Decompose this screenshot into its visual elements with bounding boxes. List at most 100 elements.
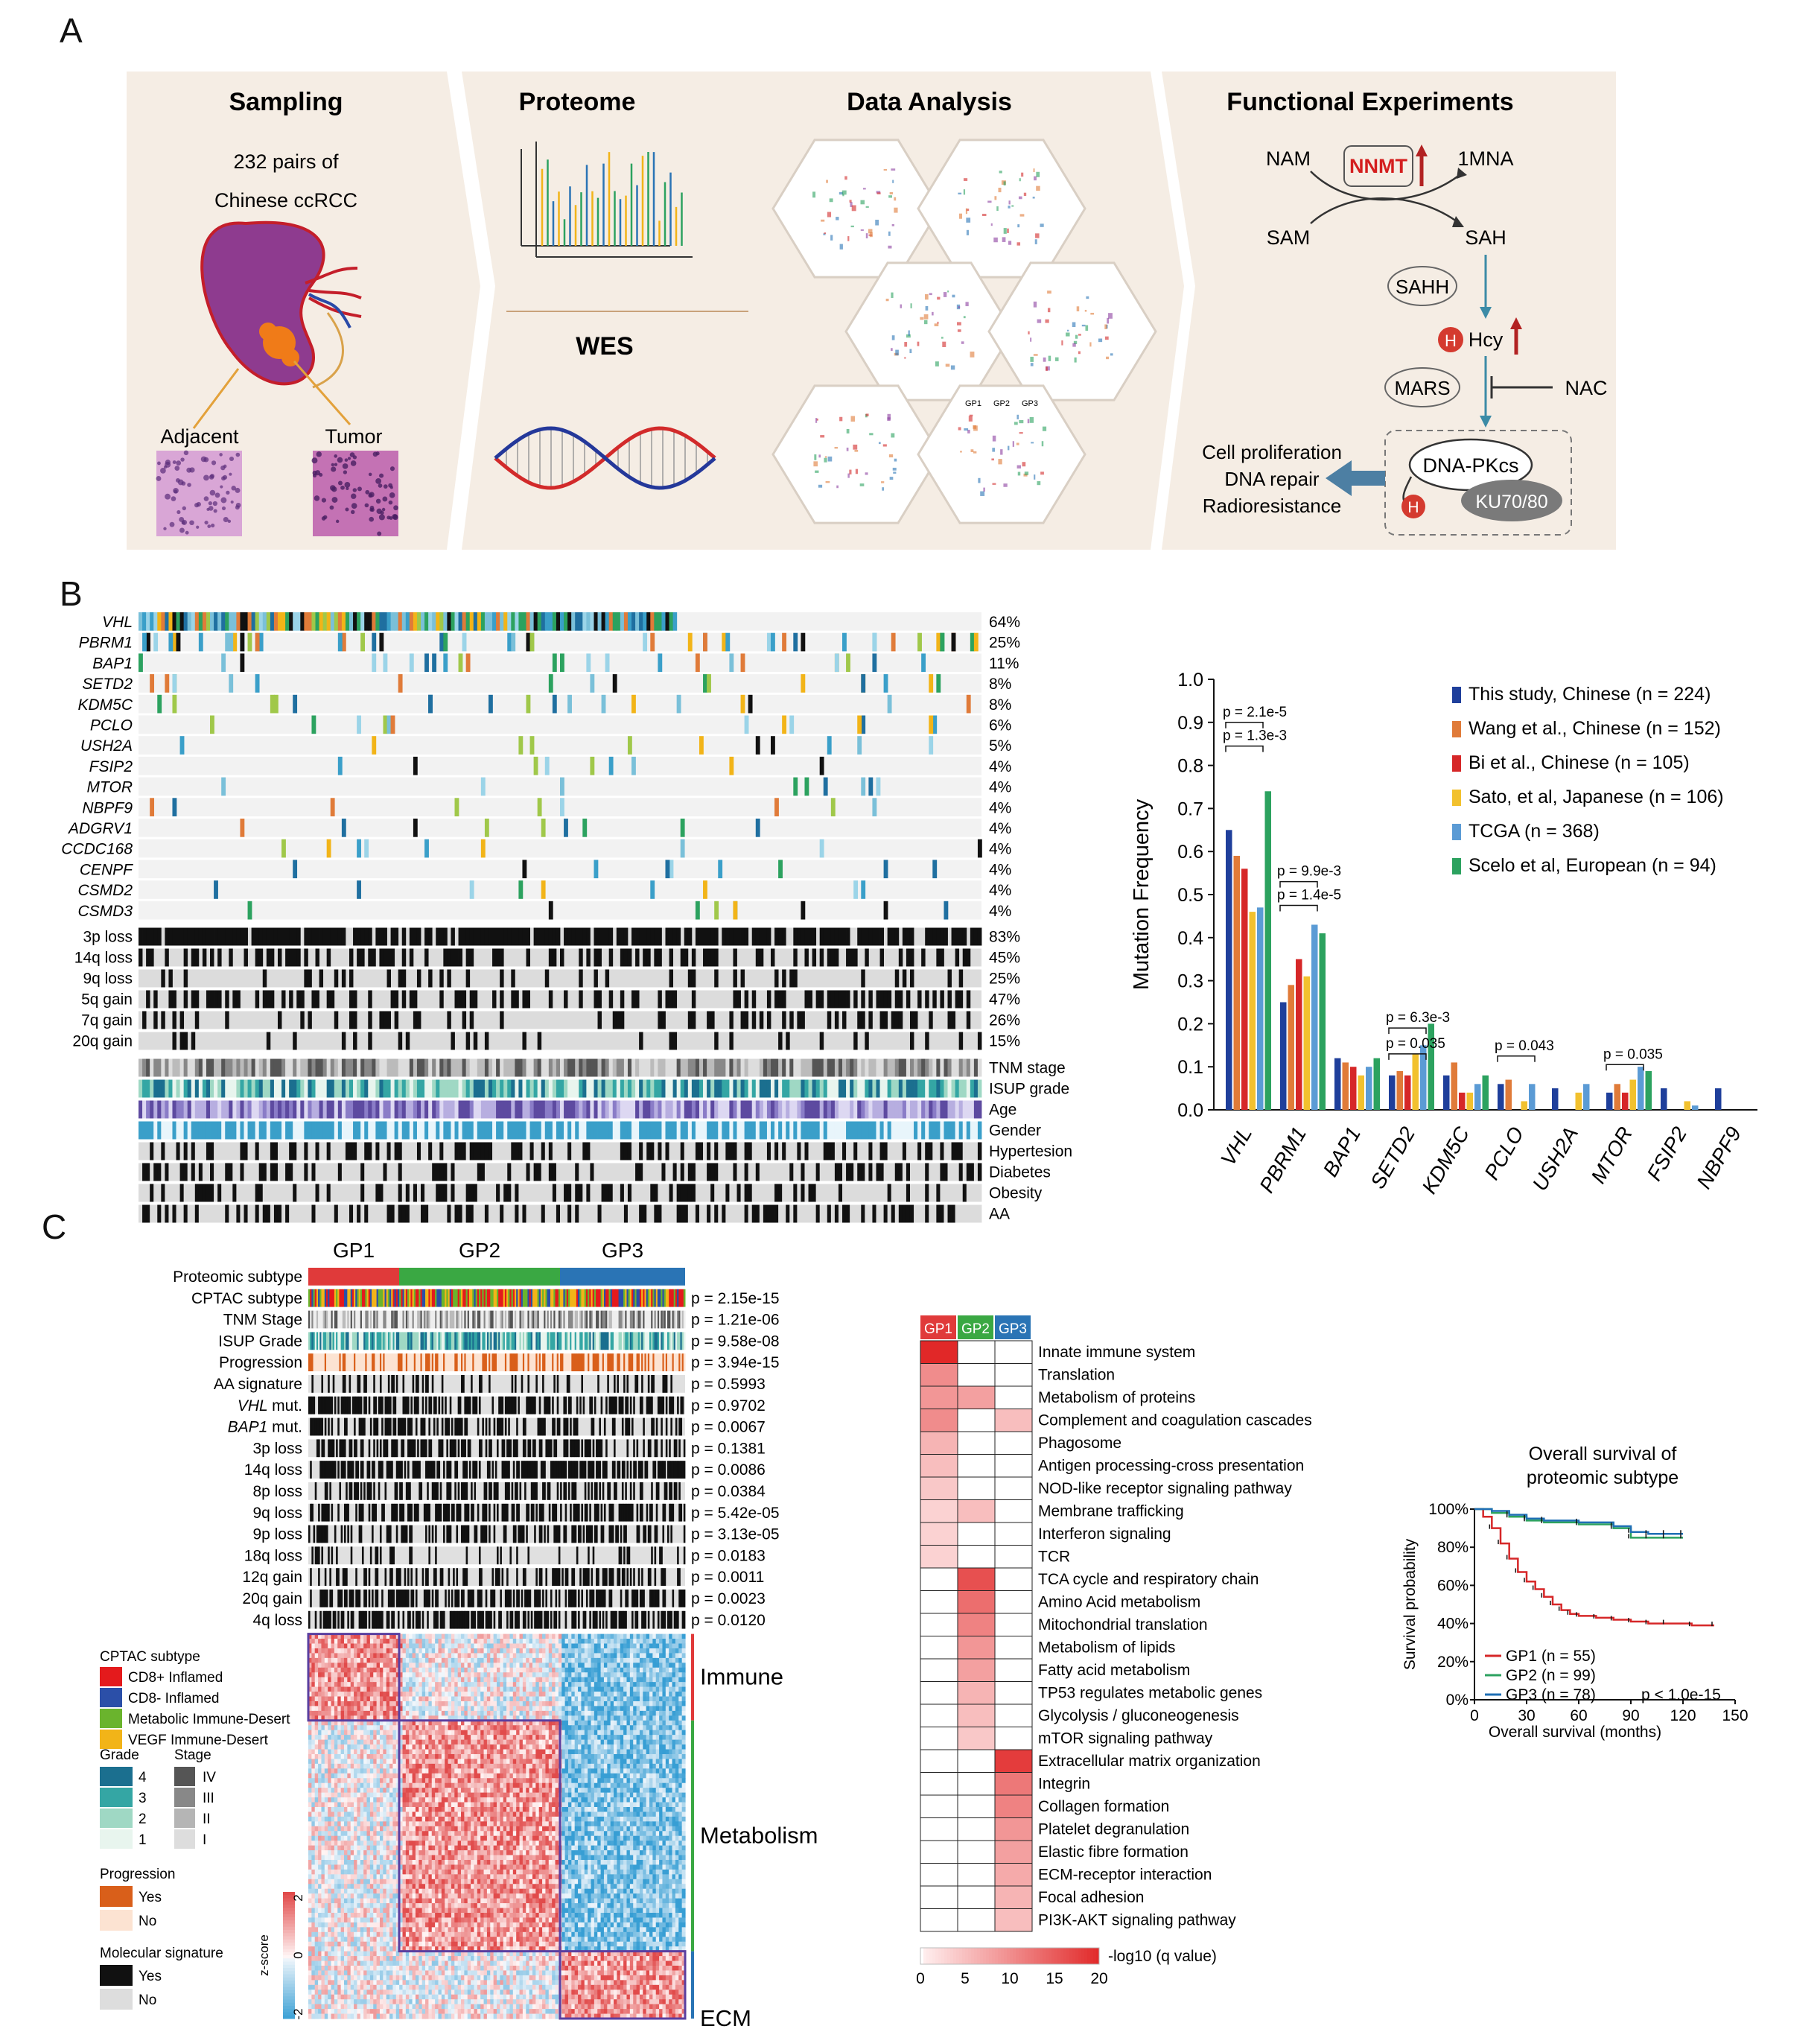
clinical-cell [484, 1121, 489, 1140]
annotation-cell [485, 1310, 488, 1329]
clinical-cell [394, 1079, 399, 1098]
clinical-cell [198, 1121, 203, 1140]
annotation-cell [461, 1289, 463, 1307]
annotation-cell [448, 1310, 451, 1329]
clinical-cell [548, 1142, 553, 1160]
binary-cell [479, 1396, 481, 1414]
annotation-cell [498, 1289, 500, 1307]
clinical-cell [571, 1163, 576, 1181]
mutation-cell [409, 653, 414, 673]
binary-cell [438, 1461, 441, 1479]
annotation-cell [591, 1289, 594, 1307]
clinical-cell [947, 1142, 952, 1160]
annotation-cell [566, 1289, 569, 1307]
cnv-cell [623, 948, 629, 967]
clinical-cell [722, 1163, 726, 1181]
clinical-cell [179, 1204, 185, 1223]
annotation-cell [588, 1332, 590, 1350]
annotation-cell [585, 1332, 588, 1350]
clinical-cell [330, 1142, 335, 1160]
clinical-cell [733, 1079, 737, 1098]
clinical-cell [643, 1142, 647, 1160]
clinical-cell [898, 1100, 903, 1119]
cnv-cell [236, 927, 241, 946]
cnv-cell [315, 990, 319, 1009]
binary-cell [337, 1396, 340, 1414]
clinical-cell [202, 1079, 207, 1098]
mutation-cell [165, 674, 170, 693]
thumb-mark [909, 349, 912, 354]
clinical-cell [458, 1100, 463, 1119]
mutation-cell [571, 612, 576, 631]
thumb-mark [942, 341, 946, 347]
clinical-cell [722, 1204, 726, 1223]
annotation-cell [582, 1310, 585, 1329]
thumb-mark [1008, 241, 1012, 245]
clinical-cell [654, 1121, 658, 1140]
binary-cell [485, 1482, 488, 1500]
clinical-cell [771, 1100, 775, 1119]
binary-cell [485, 1439, 488, 1458]
annotation-cell [453, 1289, 455, 1307]
clinical-cell [575, 1204, 579, 1223]
binary-cell [652, 1417, 655, 1436]
clinical-cell [150, 1058, 154, 1077]
mutation-cell [804, 777, 809, 796]
y-tick-label: 1.0 [1177, 670, 1203, 690]
annotation-cell [552, 1310, 554, 1329]
clinical-cell [421, 1142, 425, 1160]
clinical-cell [744, 1058, 749, 1077]
clinical-cell [623, 1142, 629, 1160]
p-value-annotation: p = 0.035 [1386, 1036, 1445, 1052]
clinical-cell [270, 1121, 275, 1140]
thumb-mark [908, 330, 910, 336]
annotation-cell [479, 1310, 481, 1329]
annotation-cell [413, 1332, 416, 1350]
clinical-cell [447, 1121, 451, 1140]
cnv-cell [658, 948, 662, 967]
annotation-cell [657, 1310, 660, 1329]
clinical-cell [564, 1184, 568, 1202]
sahh-label: SAHH [1396, 276, 1449, 298]
binary-cell [614, 1375, 616, 1393]
annotation-cell [477, 1289, 480, 1307]
cnv-cell [958, 990, 964, 1009]
binary-cell [480, 1439, 483, 1458]
annotation-cell [417, 1289, 419, 1307]
clinical-cell [379, 1079, 384, 1098]
mutation-cell [537, 798, 542, 816]
clinical-cell [951, 1121, 956, 1140]
mutation-cell [782, 632, 787, 652]
clinical-cell [865, 1184, 869, 1202]
clinical-cell [579, 1163, 583, 1181]
cnv-cell [894, 990, 900, 1009]
clinical-cell [718, 1204, 722, 1223]
cnv-cell [725, 927, 730, 946]
thumb-mark [895, 349, 899, 356]
clinical-cell [804, 1163, 809, 1181]
annotation-cell [670, 1332, 673, 1350]
cnv-cell [906, 990, 911, 1009]
annotation-cell [313, 1332, 316, 1350]
annotation-cell [467, 1353, 470, 1371]
clinical-cell [594, 1100, 598, 1119]
clinical-cell [409, 1100, 414, 1119]
annotation-cell [639, 1289, 642, 1307]
binary-cell [389, 1417, 392, 1436]
annotation-cell [540, 1289, 543, 1307]
bar-setd2 [1412, 1053, 1419, 1110]
thumb-mark [855, 469, 859, 474]
binary-cell [564, 1482, 567, 1500]
annotation-cell [392, 1332, 395, 1350]
annotation-cell [456, 1332, 459, 1350]
clinical-cell [789, 1204, 794, 1223]
clinical-cell [308, 1079, 312, 1098]
clinical-cell [838, 1163, 843, 1181]
clinical-cell [273, 1142, 279, 1160]
mutation-cell [680, 819, 685, 837]
clinical-cell [500, 1184, 504, 1202]
onco-row-bg [139, 632, 981, 652]
cnv-cell [744, 927, 749, 946]
clinical-cell [247, 1079, 252, 1098]
cnv-cell [194, 948, 200, 967]
